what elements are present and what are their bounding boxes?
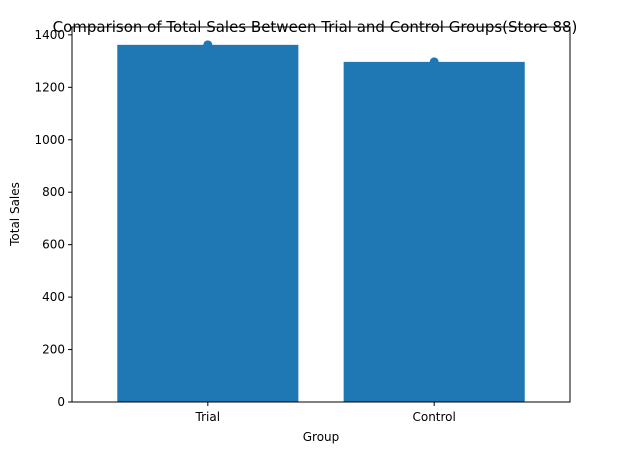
x-axis-ticks: Trial Control — [195, 402, 456, 424]
bars-layer — [117, 44, 525, 403]
bar-trial — [117, 44, 299, 403]
x-tick-label: Trial — [195, 410, 221, 424]
markers-layer — [203, 40, 439, 67]
x-axis-label: Group — [303, 430, 340, 444]
y-tick-label: 200 — [42, 343, 65, 357]
y-tick-label: 1000 — [34, 133, 65, 147]
y-axis-label: Total Sales — [8, 182, 22, 247]
y-axis-ticks: 0 200 400 600 800 1000 1200 1400 — [34, 28, 72, 409]
plot-area-frame — [71, 26, 571, 403]
y-tick-label: 1200 — [34, 80, 65, 94]
y-tick-label: 600 — [42, 238, 65, 252]
y-tick-label: 400 — [42, 290, 65, 304]
y-tick-label: 0 — [57, 395, 65, 409]
y-tick-label: 1400 — [34, 28, 65, 42]
marker-control — [429, 57, 439, 67]
x-tick-label: Control — [412, 410, 455, 424]
marker-trial — [203, 40, 213, 50]
bar-control — [343, 61, 525, 402]
y-tick-label: 800 — [42, 185, 65, 199]
